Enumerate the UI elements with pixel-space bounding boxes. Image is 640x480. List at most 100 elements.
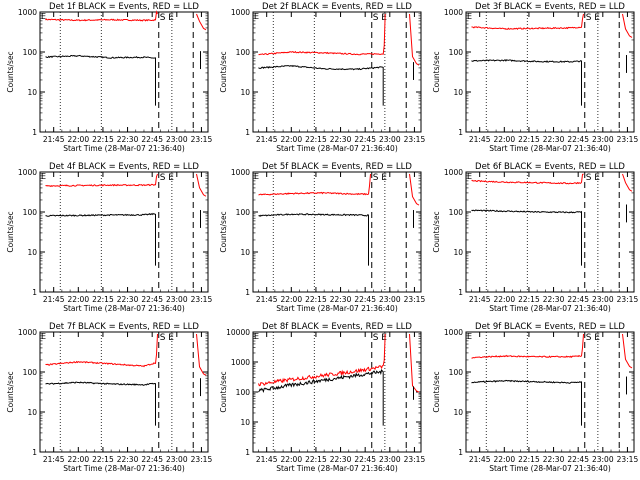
y-tick-label: 10 [27, 248, 37, 257]
y-tick-label: 10 [453, 248, 463, 257]
x-tick-label: 22:00 [493, 295, 515, 304]
start-marker: S [160, 173, 166, 183]
lld-series-line-post [409, 13, 420, 66]
x-tick-label: 22:45 [354, 295, 376, 304]
lld-series-line-post [196, 13, 207, 31]
y-tick-label: 1 [245, 128, 250, 137]
plot-frame [39, 11, 209, 133]
lld-series-line [258, 173, 371, 196]
y-tick-label: 1000 [444, 8, 463, 17]
lld-series-line [471, 173, 584, 185]
y-tick-label: 100 [23, 48, 38, 57]
panel-9: Det 9f BLACK = Events, RED = LLD Counts/s… [432, 322, 638, 473]
x-tick-label: 22:00 [67, 135, 89, 144]
x-tick-label: 21:45 [256, 135, 278, 144]
y-axis-label: Counts/sec [219, 51, 228, 92]
plot-frame [39, 331, 209, 453]
y-tick-label: 100 [23, 208, 38, 217]
y-tick-label: 1 [245, 448, 250, 457]
x-tick-label: 21:45 [43, 135, 65, 144]
x-tick-label: 22:00 [280, 135, 302, 144]
plot-frame [465, 11, 635, 133]
y-tick-label: 1000 [231, 8, 250, 17]
x-tick-label: 22:15 [305, 135, 327, 144]
end-marker: E [381, 173, 387, 183]
y-tick-label: 1 [32, 288, 37, 297]
x-axis-label: Start Time (28-Mar-07 21:36:40) [489, 464, 611, 473]
end-marker-left: E [41, 12, 46, 21]
y-tick-label: 10000 [226, 328, 250, 337]
panel-title: Det 4f BLACK = Events, RED = LLD [49, 162, 199, 172]
y-tick-label: 1000 [444, 168, 463, 177]
x-axis-label: Start Time (28-Mar-07 21:36:40) [276, 464, 398, 473]
lld-series-line-post [622, 13, 633, 38]
x-axis-label: Start Time (28-Mar-07 21:36:40) [489, 144, 611, 153]
panel-7: Det 7f BLACK = Events, RED = LLD Counts/s… [6, 322, 212, 473]
x-tick-label: 22:15 [518, 135, 540, 144]
x-tick-label: 21:45 [469, 295, 491, 304]
end-marker: E [381, 333, 387, 343]
x-tick-label: 22:30 [543, 135, 565, 144]
x-tick-label: 23:00 [379, 135, 401, 144]
y-tick-label: 100 [449, 368, 464, 377]
panel-6: Det 6f BLACK = Events, RED = LLD Counts/s… [432, 162, 638, 313]
lld-series-line [258, 333, 386, 387]
events-series-line [45, 212, 156, 266]
x-tick-label: 21:45 [469, 135, 491, 144]
x-tick-label: 22:00 [67, 455, 89, 464]
y-axis-label: Counts/sec [219, 371, 228, 412]
panel-title: Det 2f BLACK = Events, RED = LLD [262, 2, 412, 12]
x-axis-label: Start Time (28-Mar-07 21:36:40) [489, 304, 611, 313]
y-tick-label: 10 [453, 408, 463, 417]
end-marker-left: E [41, 332, 46, 341]
plot-frame [465, 331, 635, 453]
lld-series-line-post [196, 173, 207, 197]
x-tick-label: 22:30 [543, 455, 565, 464]
start-marker: S [160, 333, 166, 343]
x-tick-label: 22:45 [567, 295, 589, 304]
y-tick-label: 1 [245, 288, 250, 297]
x-tick-label: 23:15 [404, 295, 426, 304]
y-axis-label: Counts/sec [6, 51, 15, 92]
panel-3: Det 3f BLACK = Events, RED = LLD Counts/s… [432, 2, 638, 153]
x-tick-label: 23:00 [592, 295, 614, 304]
end-marker-left: E [254, 172, 259, 181]
x-axis-label: Start Time (28-Mar-07 21:36:40) [63, 144, 185, 153]
x-tick-label: 23:00 [379, 455, 401, 464]
events-series-line [45, 54, 156, 106]
panel-title: Det 6f BLACK = Events, RED = LLD [475, 162, 625, 172]
end-marker: E [594, 333, 600, 343]
start-marker: S [373, 333, 379, 343]
y-tick-label: 100 [23, 368, 38, 377]
y-tick-label: 1 [458, 288, 463, 297]
x-tick-label: 21:45 [256, 295, 278, 304]
start-marker: S [373, 173, 379, 183]
x-tick-label: 22:00 [493, 135, 515, 144]
y-axis-label: Counts/sec [432, 211, 441, 252]
panel-5: Det 5f BLACK = Events, RED = LLD Counts/s… [219, 162, 425, 313]
x-tick-label: 22:45 [354, 135, 376, 144]
x-tick-label: 22:30 [330, 135, 352, 144]
start-marker: S [160, 13, 166, 23]
x-tick-label: 21:45 [43, 295, 65, 304]
y-tick-label: 10 [27, 88, 37, 97]
y-axis-label: Counts/sec [6, 211, 15, 252]
x-tick-label: 23:15 [191, 135, 213, 144]
x-tick-label: 23:15 [617, 455, 639, 464]
y-tick-label: 100 [236, 388, 251, 397]
y-axis-label: Counts/sec [432, 51, 441, 92]
y-axis-label: Counts/sec [6, 371, 15, 412]
y-tick-label: 1000 [231, 358, 250, 367]
x-tick-label: 21:45 [256, 455, 278, 464]
x-tick-label: 23:15 [404, 455, 426, 464]
x-tick-label: 23:00 [166, 135, 188, 144]
x-tick-label: 22:45 [567, 135, 589, 144]
y-tick-label: 1000 [18, 328, 37, 337]
y-tick-label: 1000 [231, 168, 250, 177]
y-tick-label: 1000 [18, 8, 37, 17]
y-tick-label: 100 [449, 208, 464, 217]
events-series-line [471, 209, 582, 266]
lld-series-line-post [622, 333, 633, 369]
x-tick-label: 23:15 [617, 135, 639, 144]
x-tick-label: 22:15 [92, 455, 114, 464]
